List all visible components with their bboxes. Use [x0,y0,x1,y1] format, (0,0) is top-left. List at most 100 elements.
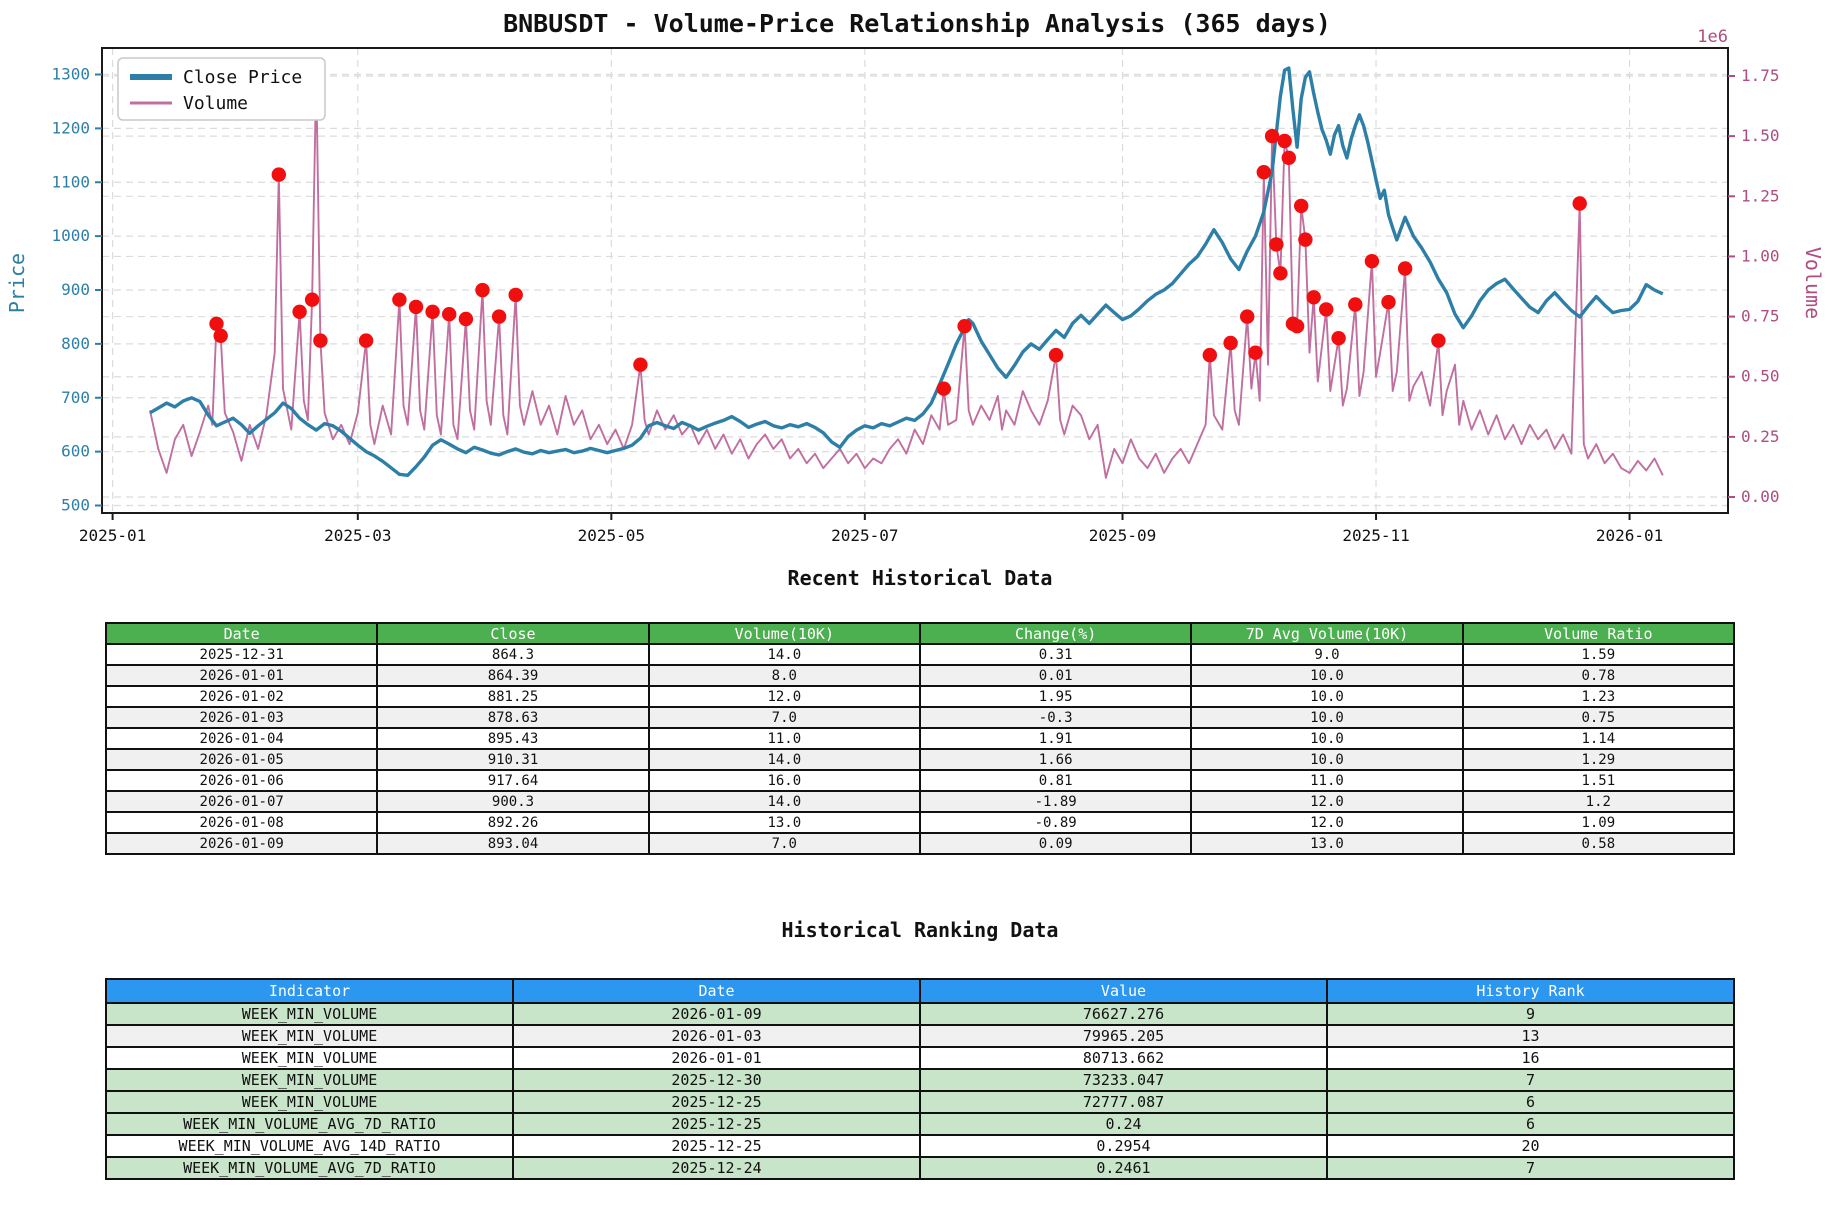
anomaly-dot [475,282,490,298]
anomaly-dot [408,299,424,315]
x-tick-label: 2025-07 [831,526,898,545]
table-cell: 6 [1326,1090,1735,1114]
anomaly-dot [936,381,951,396]
table-cell: WEEK_MIN_VOLUME [105,1024,514,1048]
table-cell: 1.09 [1461,811,1736,834]
volume-axis: 0.00 0.25 0.50 0.75 1.00 1.25 1.50 1.75 Volume 1e… [1697,27,1825,506]
table-cell: 10.0 [1190,664,1464,687]
table-row: 2026-01-02 881.25 12.0 1.95 10.0 1.23 [104,685,1736,708]
anomaly-dot [1572,196,1587,211]
volume-offset-label: 1e6 [1697,27,1728,47]
volume-tick-label: 0.00 [1741,487,1780,506]
column-header: Date [512,978,921,1004]
table-cell: 2025-12-25 [512,1112,921,1136]
volume-tick-label: 1.50 [1741,126,1780,145]
table-row: 2026-01-08 892.26 13.0 -0.89 12.0 1.09 [104,811,1736,834]
table-cell: 1.29 [1461,748,1736,771]
anomaly-dot [1319,302,1334,317]
anomaly-dot [292,304,307,319]
x-tick-label: 2026-01 [1596,526,1663,545]
anomaly-dot [458,311,474,327]
table-cell: 2026-01-03 [512,1024,921,1048]
table-cell: 2026-01-07 [104,790,379,813]
table-cell: 12.0 [1190,790,1464,813]
table-row: 2026-01-09 893.04 7.0 0.09 13.0 0.58 [104,832,1736,855]
price-tick-label: 700 [61,388,90,407]
table-cell: 13.0 [1190,832,1464,855]
volume-tick-label: 1.25 [1741,186,1780,205]
table-cell: 11.0 [1190,769,1464,792]
table-row: WEEK_MIN_VOLUME 2026-01-03 79965.205 13 [105,1024,1735,1048]
table-cell: 1.66 [918,748,1193,771]
anomaly-dot [1397,261,1413,276]
table-header-row: Date Close Volume(10K) Change(%) 7D Avg Volu… [104,622,1736,645]
table-cell: -0.89 [918,811,1193,834]
table-cell: 2026-01-09 [512,1002,921,1026]
table-cell: 900.3 [376,790,650,813]
volume-axis-label: Volume [1801,247,1825,319]
anomaly-dot [1240,309,1255,324]
anomaly-dot [425,304,440,319]
plot-frame [101,47,1729,514]
table-cell: 76627.276 [919,1002,1328,1026]
x-tick-label: 2025-09 [1089,526,1156,545]
recent-data-table: Date Close Volume(10K) Change(%) 7D Avg Volu… [104,622,1736,855]
x-tick-label: 2025-11 [1342,526,1409,545]
volume-tick-label: 0.50 [1741,367,1780,386]
anomaly-dot [491,309,507,324]
x-tick-label: 2025-05 [578,526,645,545]
anomaly-dot [1348,297,1363,312]
table-cell: 2025-12-24 [512,1156,921,1180]
volume-price-chart: BNBUSDT - Volume-Price Relationship Anal… [5,9,1825,545]
price-tick-label: 600 [61,442,90,461]
table-cell: 2026-01-08 [104,811,379,834]
table-row: 2026-01-06 917.64 16.0 0.81 11.0 1.51 [104,769,1736,792]
anomaly-dot [392,292,407,307]
table-row: WEEK_MIN_VOLUME_AVG_14D_RATIO 2025-12-25 0… [105,1134,1735,1158]
volume-tick-label: 1.75 [1741,66,1780,85]
anomaly-dot [633,357,648,372]
table-cell: WEEK_MIN_VOLUME [105,1068,514,1092]
table-cell: 878.63 [376,706,650,729]
table-cell: 1.51 [1461,769,1736,792]
table-cell: -1.89 [918,790,1193,813]
column-header: Close [376,622,650,645]
table-cell: WEEK_MIN_VOLUME_AVG_7D_RATIO [105,1156,514,1180]
table-cell: 892.26 [376,811,650,834]
anomaly-dot [1256,165,1272,180]
column-header: Date [104,622,379,645]
price-tick-label: 1000 [51,226,90,245]
table-cell: 9.0 [1190,643,1464,666]
table-cell: 0.81 [918,769,1193,792]
legend-label-close-price: Close Price [183,67,302,88]
table-cell: 14.0 [647,748,921,771]
column-header: Value [919,978,1328,1004]
anomaly-dot [1202,347,1218,363]
price-tick-label: 1200 [51,118,90,137]
table-cell: 8.0 [647,664,921,687]
table-cell: WEEK_MIN_VOLUME [105,1046,514,1070]
column-header: Change(%) [918,622,1193,645]
anomaly-dot [1273,266,1288,281]
table-row: 2025-12-31 864.3 14.0 0.31 9.0 1.59 [104,643,1736,666]
price-tick-label: 900 [61,280,90,299]
price-tick-label: 800 [61,334,90,353]
anomaly-dot [1264,128,1280,144]
table-cell: 0.24 [919,1112,1328,1136]
legend-label-volume: Volume [183,93,248,114]
anomaly-dot [442,307,457,322]
table-cell: 2026-01-06 [104,769,379,792]
column-header: Indicator [105,978,514,1004]
chart-grid [102,48,1728,513]
table-cell: 16.0 [647,769,921,792]
table-cell: 14.0 [647,790,921,813]
table-cell: 2026-01-01 [512,1046,921,1070]
anomaly-dot [1381,294,1396,310]
anomaly-dot [1294,198,1309,214]
table-cell: 13 [1326,1024,1735,1048]
table-cell: 79965.205 [919,1024,1328,1048]
table-row: 2026-01-04 895.43 11.0 1.91 10.0 1.14 [104,727,1736,750]
table-row: WEEK_MIN_VOLUME_AVG_7D_RATIO 2025-12-24 0.… [105,1156,1735,1180]
table-cell: 1.14 [1461,727,1736,750]
